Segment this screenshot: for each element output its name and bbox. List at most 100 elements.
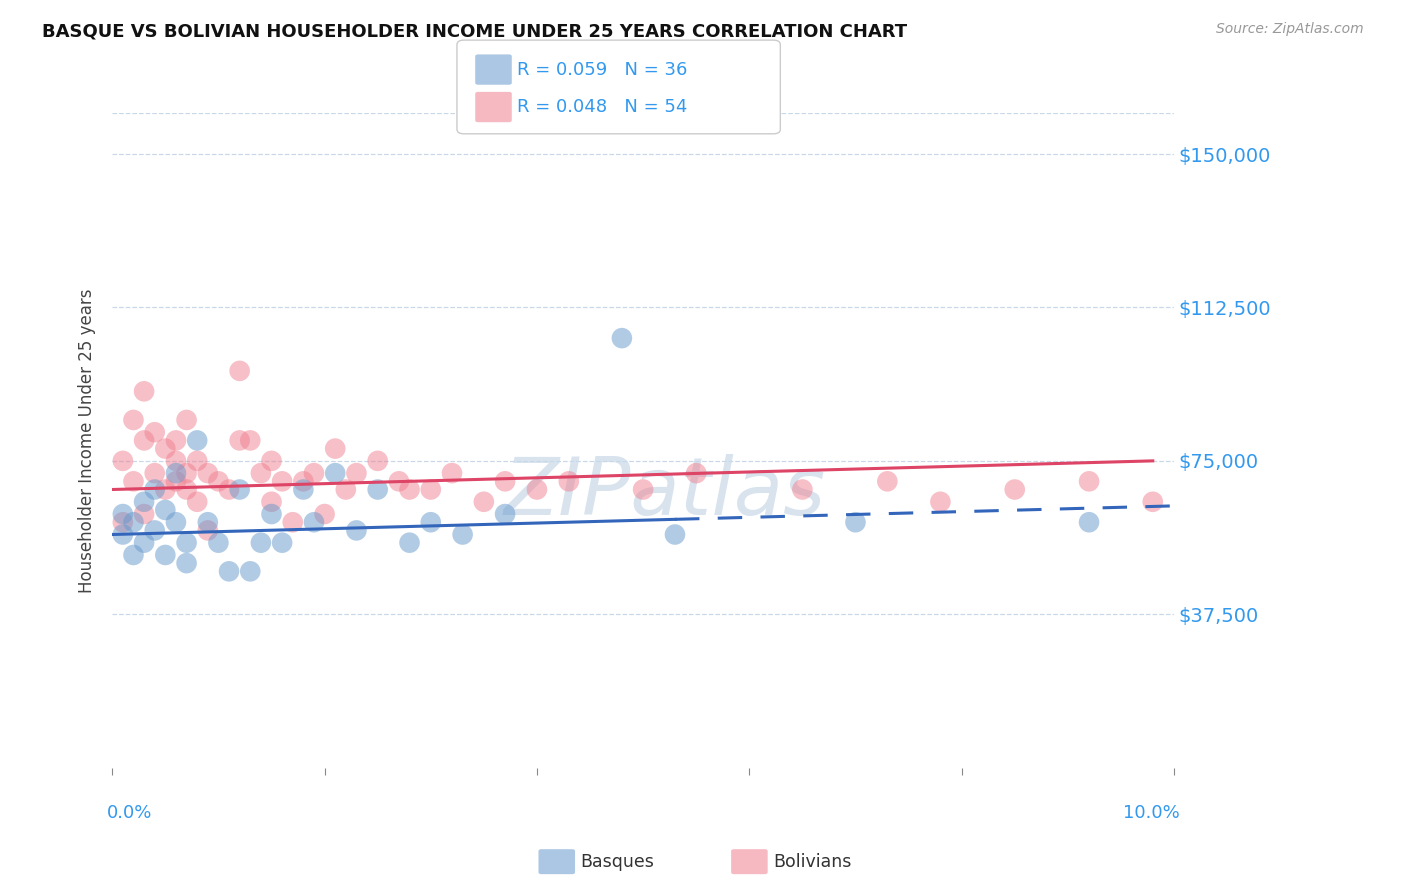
Point [440,466,463,480]
Point [388,475,411,489]
Point [610,331,633,345]
Text: Source: ZipAtlas.com: Source: ZipAtlas.com [1216,22,1364,37]
Point [155,503,177,517]
Point [239,434,262,448]
Point [197,466,219,480]
Point [472,495,495,509]
Point [494,507,516,521]
Point [111,515,134,529]
Point [132,434,155,448]
Point [346,524,368,538]
Point [207,475,229,489]
Point [260,454,283,468]
Point [367,483,389,497]
Point [143,425,166,440]
Point [186,495,208,509]
Point [292,475,315,489]
Point [250,535,273,549]
Point [398,535,420,549]
Point [197,524,219,538]
Text: R = 0.059   N = 36: R = 0.059 N = 36 [517,61,688,78]
Point [176,535,198,549]
Point [228,483,250,497]
Point [526,483,548,497]
Point [314,507,336,521]
Point [323,466,346,480]
Point [122,515,145,529]
Point [1142,495,1164,509]
Point [419,483,441,497]
Point [122,548,145,562]
Point [664,527,686,541]
Point [165,475,187,489]
Text: ZIPatlas: ZIPatlas [503,454,825,532]
Point [281,515,304,529]
Point [292,483,315,497]
Point [165,434,187,448]
Point [558,475,581,489]
Point [1004,483,1026,497]
Point [218,565,240,579]
Point [132,495,155,509]
Y-axis label: Householder Income Under 25 years: Householder Income Under 25 years [79,288,96,592]
Point [302,515,325,529]
Point [239,565,262,579]
Point [367,454,389,468]
Point [111,507,134,521]
Point [197,515,219,529]
Point [302,466,325,480]
Point [111,527,134,541]
Point [335,483,357,497]
Point [165,515,187,529]
Point [207,535,229,549]
Point [876,475,898,489]
Text: Basques: Basques [581,853,655,871]
Point [844,515,866,529]
Point [929,495,952,509]
Point [271,535,294,549]
Text: R = 0.048   N = 54: R = 0.048 N = 54 [517,98,688,116]
Point [323,442,346,456]
Point [155,548,177,562]
Point [228,434,250,448]
Point [176,413,198,427]
Point [155,483,177,497]
Point [685,466,707,480]
Point [260,507,283,521]
Text: BASQUE VS BOLIVIAN HOUSEHOLDER INCOME UNDER 25 YEARS CORRELATION CHART: BASQUE VS BOLIVIAN HOUSEHOLDER INCOME UN… [42,22,907,40]
Point [218,483,240,497]
Point [132,384,155,399]
Point [122,413,145,427]
Point [260,495,283,509]
Point [176,466,198,480]
Point [155,442,177,456]
Point [346,466,368,480]
Point [1078,475,1101,489]
Point [271,475,294,489]
Point [143,466,166,480]
Text: Bolivians: Bolivians [773,853,852,871]
Point [186,454,208,468]
Point [122,475,145,489]
Point [419,515,441,529]
Point [143,524,166,538]
Point [1078,515,1101,529]
Point [631,483,654,497]
Point [398,483,420,497]
Point [165,466,187,480]
Point [132,507,155,521]
Point [176,483,198,497]
Point [792,483,814,497]
Point [186,434,208,448]
Point [111,454,134,468]
Point [176,556,198,570]
Text: 0.0%: 0.0% [107,804,152,822]
Point [228,364,250,378]
Point [250,466,273,480]
Point [143,483,166,497]
Point [451,527,474,541]
Point [494,475,516,489]
Point [165,454,187,468]
Point [132,535,155,549]
Text: 10.0%: 10.0% [1122,804,1180,822]
